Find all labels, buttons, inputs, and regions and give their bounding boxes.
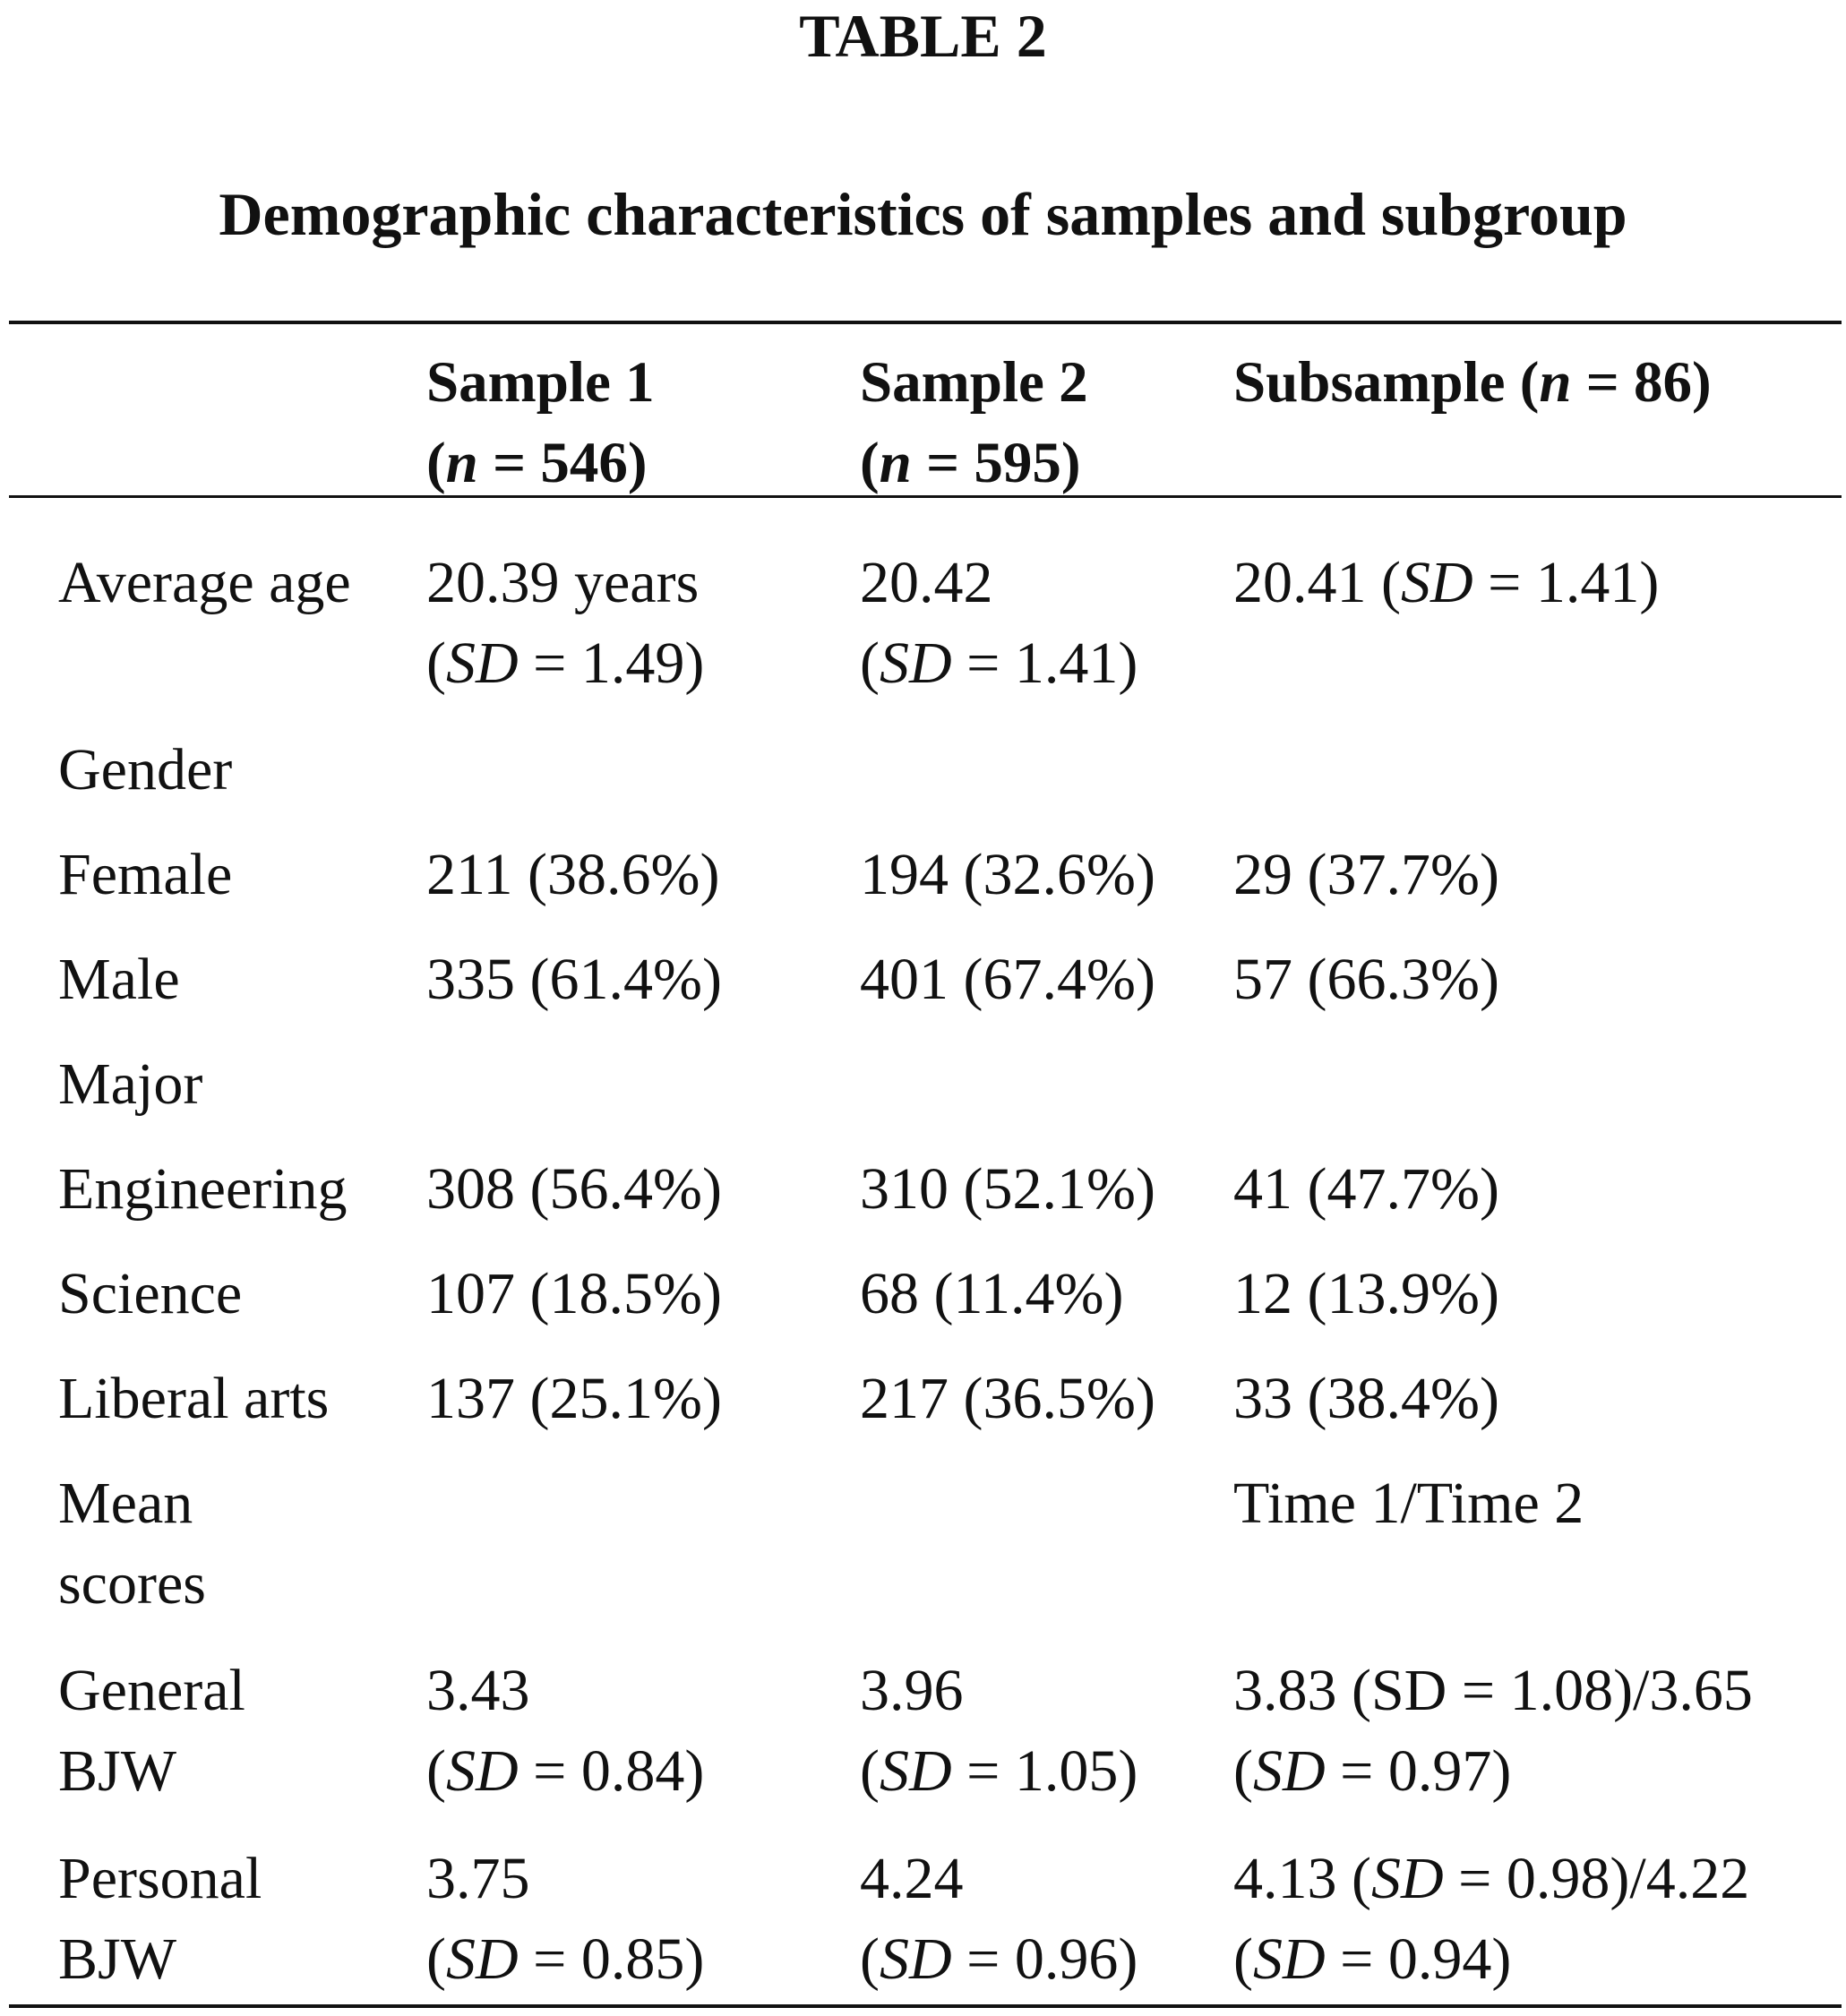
cell-liberal-arts-sample-1: 137 (25.1%) bbox=[426, 1366, 722, 1431]
cell-science-sample-1: 107 (18.5%) bbox=[426, 1261, 722, 1326]
column-header-sample-1: Sample 1 (n = 546) bbox=[426, 350, 655, 495]
table-title: Demographic characteristics of samples a… bbox=[219, 180, 1627, 248]
cell-general-bjw-sample-1: 3.43 (SD = 0.84) bbox=[426, 1658, 705, 1804]
row-label-average-age: Average age bbox=[58, 550, 351, 615]
cell-average-age-sample-2: 20.42 (SD = 1.41) bbox=[860, 550, 1138, 696]
header-rule bbox=[9, 495, 1842, 498]
cell-liberal-arts-subsample: 33 (38.4%) bbox=[1233, 1366, 1499, 1431]
cell-general-bjw-sample-2: 3.96 (SD = 1.05) bbox=[860, 1658, 1138, 1804]
row-label-engineering: Engineering bbox=[58, 1156, 348, 1222]
cell-science-sample-2: 68 (11.4%) bbox=[860, 1261, 1124, 1326]
cell-personal-bjw-subsample: 4.13 (SD = 0.98)/4.22 (SD = 0.94) bbox=[1233, 1846, 1750, 1992]
cell-average-age-subsample: 20.41 (SD = 1.41) bbox=[1233, 550, 1660, 615]
cell-liberal-arts-sample-2: 217 (36.5%) bbox=[860, 1366, 1155, 1431]
cell-science-subsample: 12 (13.9%) bbox=[1233, 1261, 1499, 1326]
row-label-gender: Gender bbox=[58, 737, 233, 802]
table-top-rule bbox=[9, 321, 1842, 324]
cell-male-sample-1: 335 (61.4%) bbox=[426, 947, 722, 1012]
table-label: TABLE 2 bbox=[799, 2, 1047, 70]
row-label-mean-scores: Mean scores bbox=[58, 1471, 206, 1617]
cell-male-sample-2: 401 (67.4%) bbox=[860, 947, 1155, 1012]
cell-female-sample-1: 211 (38.6%) bbox=[426, 842, 720, 907]
cell-mean-scores-subsample: Time 1/Time 2 bbox=[1233, 1471, 1584, 1536]
row-label-liberal-arts: Liberal arts bbox=[58, 1366, 330, 1431]
row-label-general-bjw: General BJW bbox=[58, 1658, 245, 1804]
cell-engineering-subsample: 41 (47.7%) bbox=[1233, 1156, 1499, 1222]
row-label-male: Male bbox=[58, 947, 180, 1012]
cell-general-bjw-subsample: 3.83 (SD = 1.08)/3.65 (SD = 0.97) bbox=[1233, 1658, 1753, 1804]
cell-female-subsample: 29 (37.7%) bbox=[1233, 842, 1499, 907]
column-header-subsample: Subsample (n = 86) bbox=[1233, 350, 1712, 415]
cell-male-subsample: 57 (66.3%) bbox=[1233, 947, 1499, 1012]
table-bottom-rule bbox=[9, 2004, 1842, 2008]
row-label-personal-bjw: Personal BJW bbox=[58, 1846, 262, 1992]
cell-engineering-sample-1: 308 (56.4%) bbox=[426, 1156, 722, 1222]
cell-personal-bjw-sample-1: 3.75 (SD = 0.85) bbox=[426, 1846, 705, 1992]
row-label-major: Major bbox=[58, 1051, 203, 1117]
cell-engineering-sample-2: 310 (52.1%) bbox=[860, 1156, 1155, 1222]
row-label-female: Female bbox=[58, 842, 233, 907]
row-label-science: Science bbox=[58, 1261, 243, 1326]
cell-female-sample-2: 194 (32.6%) bbox=[860, 842, 1155, 907]
cell-average-age-sample-1: 20.39 years (SD = 1.49) bbox=[426, 550, 705, 696]
cell-personal-bjw-sample-2: 4.24 (SD = 0.96) bbox=[860, 1846, 1138, 1992]
column-header-sample-2: Sample 2 (n = 595) bbox=[860, 350, 1088, 495]
